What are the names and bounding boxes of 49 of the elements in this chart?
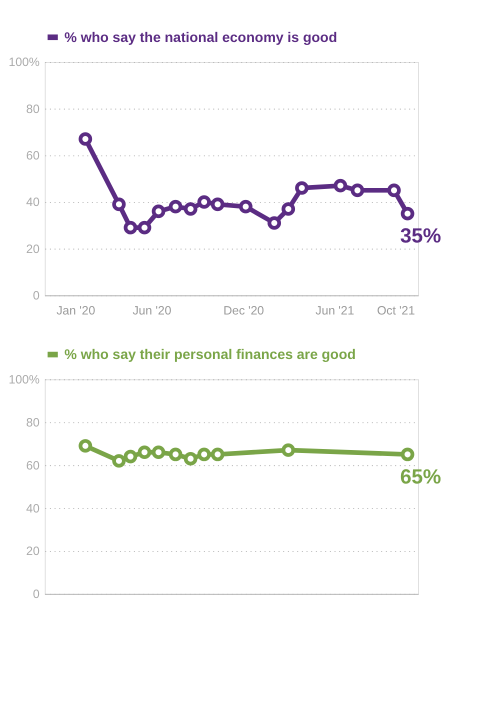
legend-label: % who say their personal finances are good (64, 346, 356, 362)
point (152, 446, 166, 460)
x-tick-label: Jun '20 (132, 303, 172, 318)
point (400, 206, 414, 220)
point (350, 184, 364, 198)
point (282, 443, 296, 457)
legend-label: % who say the national economy is good (64, 28, 338, 45)
point (197, 195, 211, 209)
point (78, 132, 92, 146)
point (268, 216, 282, 230)
x-tick-label: Jan '20 (56, 303, 96, 318)
y-tick-label: 60 (26, 148, 40, 163)
point (152, 204, 166, 218)
x-tick-label: Dec '20 (223, 303, 264, 318)
y-tick-label: 100% (8, 55, 40, 70)
y-tick-label: 0 (32, 288, 40, 302)
point (238, 200, 252, 214)
point (334, 178, 348, 192)
point (184, 202, 198, 216)
data-label: 35% (400, 224, 442, 248)
point (210, 448, 224, 462)
point (78, 439, 92, 453)
point (168, 448, 182, 462)
x-tick-label: Jun '21 (316, 303, 354, 318)
y-tick-label: 0 (32, 587, 40, 602)
point (282, 202, 296, 216)
point (210, 198, 224, 212)
point (197, 448, 211, 462)
y-tick-label: 100% (8, 372, 40, 386)
y-tick-label: 80 (26, 102, 40, 116)
point (112, 454, 126, 468)
point (184, 452, 198, 466)
point (124, 220, 138, 234)
point (387, 184, 401, 198)
point (112, 198, 126, 212)
point (124, 450, 138, 464)
y-tick-label: 60 (26, 458, 40, 472)
point (168, 200, 182, 214)
y-tick-label: 20 (26, 242, 40, 256)
data-label: 65% (400, 465, 442, 488)
point (138, 446, 152, 460)
point (295, 181, 309, 195)
x-tick-label: Oct '21 (376, 303, 416, 318)
y-tick-label: 20 (26, 544, 40, 558)
y-tick-label: 40 (26, 501, 40, 516)
y-tick-label: 80 (26, 415, 40, 430)
point (400, 448, 414, 462)
point (138, 220, 152, 234)
y-tick-label: 40 (26, 195, 40, 210)
